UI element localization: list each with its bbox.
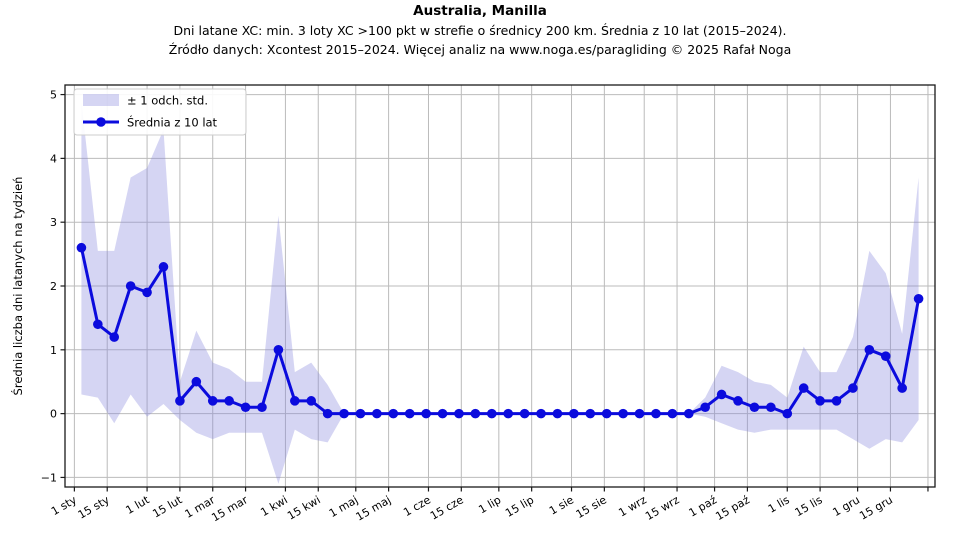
data-point-marker	[798, 383, 809, 393]
data-point-marker	[322, 408, 333, 419]
data-point-marker	[897, 383, 907, 393]
data-point-marker	[601, 408, 612, 419]
data-point-marker	[125, 281, 136, 291]
data-point-marker	[552, 408, 563, 419]
data-point-marker	[733, 396, 743, 406]
data-point-marker	[848, 383, 858, 393]
y-tick-label: 1	[50, 344, 57, 357]
data-point-marker	[175, 396, 185, 406]
y-tick-label: 2	[50, 280, 57, 293]
legend-marker-swatch	[96, 117, 106, 127]
x-tick-label: 1 lip	[476, 493, 503, 516]
data-point-marker	[716, 389, 727, 400]
chart-subtitle: Dni latane XC: min. 3 loty XC >100 pkt w…	[173, 23, 787, 38]
data-point-marker	[339, 408, 349, 419]
data-point-marker	[486, 408, 497, 419]
x-tick-label: 15 sie	[574, 493, 609, 521]
x-tick-label: 15 sty	[76, 493, 112, 522]
data-point-marker	[831, 396, 842, 406]
y-tick-label: −1	[41, 471, 57, 484]
legend: ± 1 odch. std. Średnia z 10 lat	[73, 88, 247, 136]
data-point-marker	[93, 319, 103, 330]
data-point-marker	[880, 351, 891, 361]
data-point-marker	[273, 345, 284, 355]
x-tick-label: 1 gru	[831, 493, 863, 519]
data-point-marker	[519, 408, 530, 419]
data-point-marker	[503, 408, 514, 419]
data-point-marker	[766, 402, 776, 413]
data-point-marker	[109, 332, 120, 342]
data-point-marker	[76, 242, 87, 253]
data-point-marker	[437, 408, 448, 419]
data-point-marker	[634, 408, 645, 419]
data-point-marker	[815, 396, 825, 406]
legend-label-std: ± 1 odch. std.	[127, 94, 208, 108]
data-point-marker	[142, 287, 152, 298]
data-point-marker	[224, 396, 234, 406]
y-tick-label: 5	[50, 89, 57, 102]
data-point-marker	[470, 408, 481, 419]
legend-band-swatch	[83, 94, 119, 106]
data-point-marker	[388, 408, 399, 419]
x-tick-label: 15 cze	[428, 493, 466, 522]
data-point-marker	[569, 408, 579, 419]
x-tick-label: 15 mar	[209, 493, 250, 524]
y-axis: −1 0 1 2 3 4 5	[41, 89, 65, 484]
mean-line	[79, 246, 921, 416]
x-tick-label: 1 wrz	[616, 493, 648, 519]
x-tick-label: 1 sie	[547, 493, 576, 517]
data-point-marker	[749, 402, 760, 413]
x-tick-label: 1 kwi	[258, 493, 290, 519]
gridlines	[65, 85, 935, 487]
x-tick-label: 1 lut	[124, 493, 153, 517]
x-tick-label: 1 paź	[687, 493, 720, 519]
data-point-marker	[454, 408, 464, 419]
data-point-marker	[667, 408, 678, 419]
data-point-marker	[618, 408, 628, 419]
y-tick-label: 3	[50, 216, 57, 229]
x-tick-label: 1 cze	[401, 493, 433, 519]
data-point-marker	[683, 408, 694, 419]
x-tick-label: 15 lip	[503, 493, 536, 520]
chart-source: Źródło danych: Xcontest 2015–2024. Więce…	[168, 42, 792, 57]
x-tick-label: 15 maj	[354, 493, 393, 523]
x-tick-label: 15 lis	[793, 493, 825, 519]
data-point-marker	[257, 402, 267, 413]
data-point-marker	[372, 408, 382, 419]
x-tick-label: 15 gru	[857, 493, 895, 522]
data-point-marker	[585, 408, 596, 419]
x-tick-label: 1 sty	[49, 493, 79, 518]
x-tick-label: 15 lut	[150, 493, 185, 521]
data-point-marker	[355, 408, 366, 419]
data-point-marker	[207, 396, 218, 406]
y-axis-title: Średnia liczba dni latanych na tydzień	[10, 177, 25, 396]
data-point-marker	[536, 408, 546, 419]
data-point-marker	[191, 376, 202, 387]
data-point-marker	[700, 402, 710, 413]
data-points	[76, 242, 924, 419]
data-point-marker	[240, 402, 251, 413]
data-point-marker	[782, 408, 793, 419]
data-point-marker	[421, 408, 431, 419]
data-point-marker	[404, 408, 415, 419]
x-tick-label: 15 kwi	[285, 493, 323, 522]
data-point-marker	[913, 293, 924, 304]
y-tick-label: 0	[50, 408, 57, 421]
x-tick-label: 1 lis	[766, 493, 792, 516]
chart-title: Australia, Manilla	[413, 3, 547, 19]
legend-label-mean: Średnia z 10 lat	[127, 115, 218, 130]
data-point-marker	[290, 396, 300, 406]
data-point-marker	[158, 262, 169, 272]
data-point-marker	[306, 396, 317, 406]
x-tick-label: 15 paź	[713, 493, 752, 523]
x-tick-label: 15 wrz	[643, 493, 682, 523]
data-point-marker	[864, 345, 875, 355]
y-tick-label: 4	[50, 152, 57, 165]
data-point-marker	[651, 408, 661, 419]
